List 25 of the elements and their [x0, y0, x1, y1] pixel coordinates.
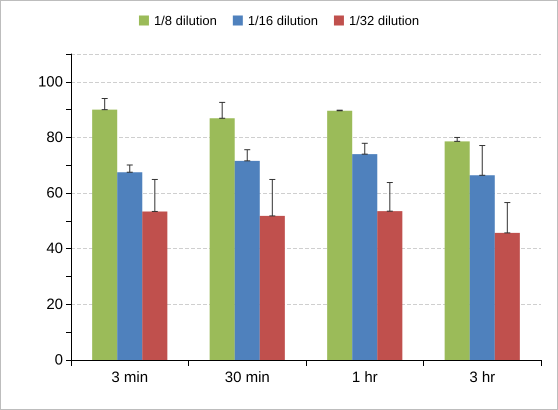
bar [470, 175, 495, 360]
y-tick-label: 0 [54, 352, 63, 368]
legend-label: 1/32 dilution [348, 13, 420, 28]
bar [210, 118, 235, 360]
y-tick-label: 40 [46, 240, 63, 258]
bar [234, 160, 260, 360]
legend-label: 1/16 dilution [248, 13, 318, 28]
bar [327, 110, 352, 360]
legend-label: 1/8 dilution [154, 13, 217, 28]
y-tick-label: 80 [46, 128, 63, 146]
bar [377, 211, 402, 360]
x-tick-label: 1 hr [352, 369, 378, 386]
bar [92, 110, 118, 360]
y-tick-label: 60 [46, 184, 63, 202]
bar [117, 172, 142, 360]
bar [260, 216, 285, 360]
x-tick-label: 3 hr [469, 369, 496, 386]
bar [444, 141, 470, 360]
x-tick-label: 30 min [224, 369, 270, 386]
bar [494, 232, 520, 360]
y-tick-label: 100 [38, 73, 63, 90]
x-tick-label: 3 min [111, 369, 148, 386]
y-tick-label: 20 [46, 296, 63, 313]
bar [352, 154, 378, 360]
bar [142, 211, 168, 360]
